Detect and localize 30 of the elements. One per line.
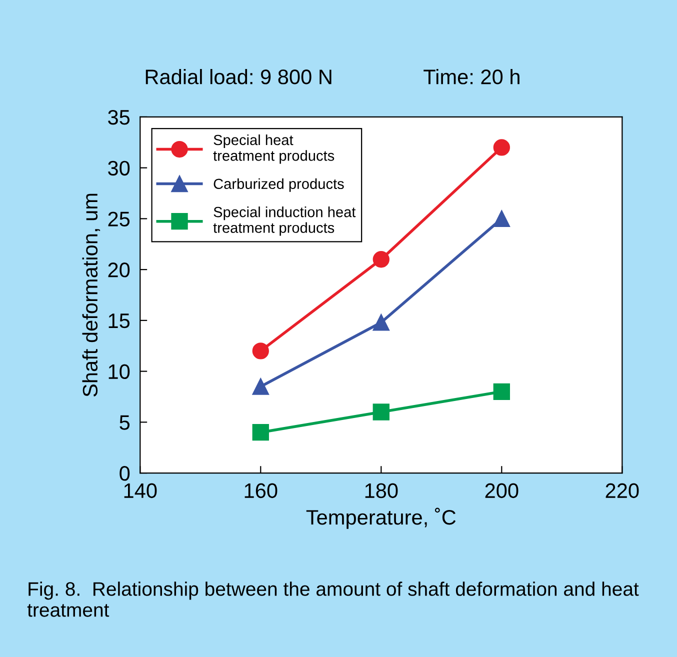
x-tick-label: 160 (244, 483, 278, 498)
y-axis-title: Shaft deformation, um (82, 194, 100, 397)
x-tick-label: 200 (485, 483, 518, 498)
y-tick-label: 15 (108, 314, 130, 328)
y-tick-label: 30 (108, 160, 130, 176)
point (493, 139, 510, 156)
legend-label: Special induction heat treatment products (213, 206, 356, 236)
point (372, 314, 390, 331)
chart-subtitle: Time: 20 h (424, 69, 520, 84)
point (372, 251, 390, 268)
point (493, 210, 510, 228)
caption: Fig. 8. Relationship between the amount of shaft deformation and heat treatment (27, 582, 639, 617)
point (252, 378, 269, 395)
x-axis-title: Temperature, ˚C (306, 508, 456, 529)
y-tick-label: 5 (120, 415, 130, 430)
x-tick-label: 220 (606, 483, 639, 498)
x-tick-label: 140 (124, 483, 157, 498)
chart-title: Radial load: 9 800 N (146, 69, 332, 84)
y-tick-label: 20 (108, 262, 130, 278)
legend-label: Special heat treatment products (213, 134, 334, 164)
y-tick-label: 25 (108, 212, 130, 226)
point (372, 404, 390, 420)
y-tick-label: 0 (120, 466, 130, 481)
legend-label: Carburized products (214, 178, 344, 192)
point (252, 342, 269, 360)
point (252, 424, 269, 441)
y-tick-label: 10 (108, 364, 130, 380)
y-tick-label: 35 (108, 110, 130, 125)
x-tick-label: 180 (365, 483, 398, 498)
point (493, 383, 510, 400)
